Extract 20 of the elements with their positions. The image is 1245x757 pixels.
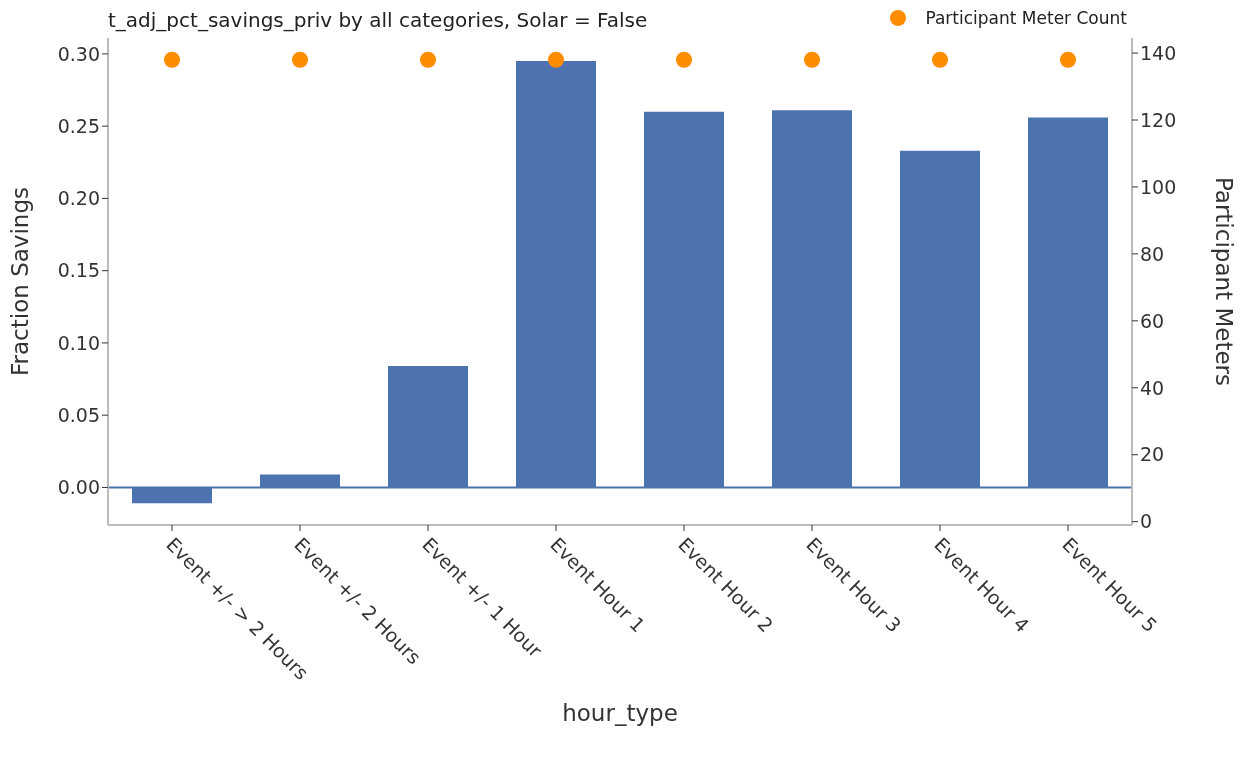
y2-axis-title: Participant Meters bbox=[1210, 176, 1237, 387]
y2-tick-label: 100 bbox=[1140, 175, 1177, 198]
y-tick-label: 0.25 bbox=[57, 114, 100, 137]
y2-tick-label: 20 bbox=[1140, 443, 1165, 466]
y-axis-title: Fraction Savings bbox=[7, 187, 34, 376]
y-tick-label: 0.05 bbox=[57, 403, 100, 426]
x-axis-title: hour_type bbox=[562, 700, 678, 726]
y-tick-label: 0.00 bbox=[57, 476, 100, 499]
y2-tick-label: 60 bbox=[1140, 309, 1165, 332]
y2-tick-label: 140 bbox=[1140, 41, 1177, 64]
y2-tick-label: 80 bbox=[1140, 242, 1165, 265]
y-tick-label: 0.20 bbox=[57, 187, 100, 210]
y2-tick-label: 40 bbox=[1140, 376, 1165, 399]
y2-tick-label: 120 bbox=[1140, 108, 1177, 131]
legend-label: Participant Meter Count bbox=[925, 8, 1127, 28]
y-tick-label: 0.15 bbox=[57, 259, 100, 282]
y-tick-label: 0.10 bbox=[57, 331, 100, 354]
y2-tick-label: 0 bbox=[1140, 510, 1153, 533]
chart-title: t_adj_pct_savings_priv by all categories, Solar = False bbox=[108, 8, 648, 32]
y-tick-label: 0.30 bbox=[57, 42, 100, 65]
